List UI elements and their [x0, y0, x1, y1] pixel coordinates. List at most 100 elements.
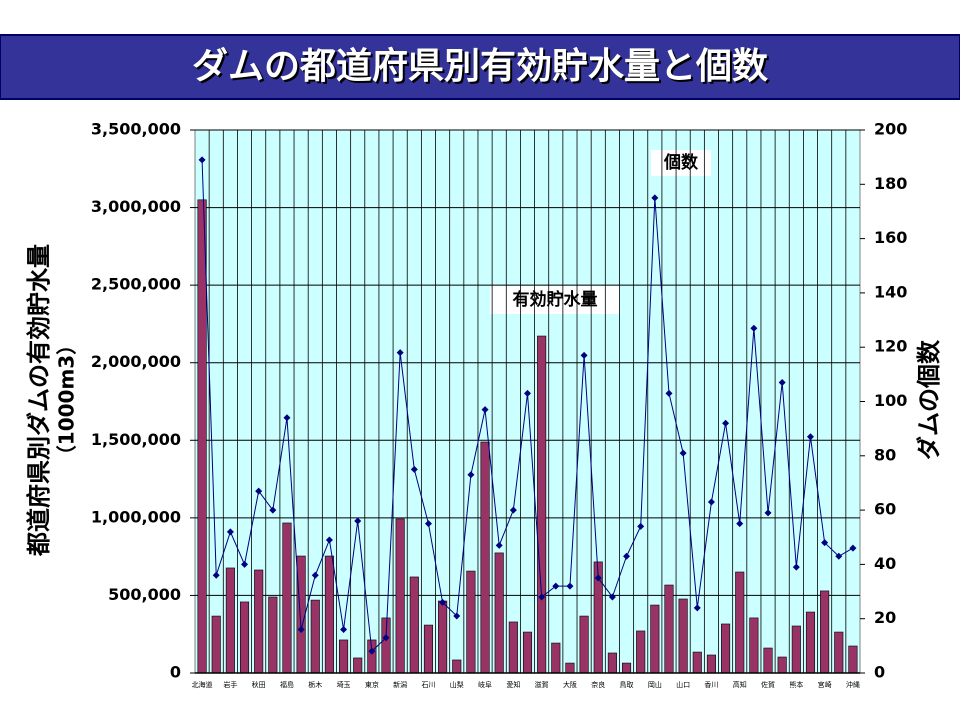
x-tick-label: 栃木: [308, 680, 322, 689]
marker: [806, 433, 814, 441]
bar: [834, 631, 844, 674]
marker: [778, 378, 786, 386]
marker: [311, 571, 319, 579]
x-tick-label: 北海道: [192, 680, 213, 689]
bar: [848, 645, 858, 674]
y-tick-label: 500,000: [108, 585, 181, 604]
y-tick-label: 2,500,000: [91, 275, 181, 294]
bar: [537, 335, 547, 674]
marker: [651, 194, 659, 202]
marker: [552, 582, 560, 590]
marker: [212, 571, 220, 579]
bar: [565, 662, 575, 674]
x-tick-label: 高知: [733, 680, 747, 689]
bar: [749, 617, 759, 674]
bar: [254, 569, 264, 674]
marker: [835, 552, 843, 560]
bar: [296, 555, 306, 674]
x-tick-label: 宮崎: [818, 680, 832, 689]
x-tick-label: 愛知: [506, 680, 520, 689]
marker: [679, 449, 687, 457]
chart-title: ダムの都道府県別有効貯水量と個数: [192, 45, 768, 87]
bar: [409, 576, 419, 674]
x-tick-label: 香川: [704, 680, 718, 689]
x-tick-label: 岩手: [223, 680, 237, 689]
marker: [467, 471, 475, 479]
marker: [495, 541, 503, 549]
bar: [706, 654, 716, 674]
marker: [736, 520, 744, 528]
y-label-line: （1000m3）: [55, 335, 79, 465]
bar: [339, 639, 349, 674]
marker: [354, 517, 362, 525]
bar: [480, 441, 490, 674]
marker: [481, 406, 489, 414]
bar: [508, 621, 518, 674]
marker: [623, 552, 631, 560]
x-tick-label: 新潟: [393, 680, 407, 689]
x-tick-label: 鳥取: [620, 680, 634, 689]
bar: [551, 642, 561, 674]
y-tick-label: 1,500,000: [91, 430, 181, 449]
bar: [721, 623, 731, 674]
marker: [340, 626, 348, 634]
x-tick-label: 東京: [365, 680, 379, 689]
marker: [849, 544, 857, 552]
bar: [522, 631, 533, 674]
marker: [453, 612, 461, 620]
marker: [297, 626, 305, 634]
marker: [594, 574, 602, 582]
y2-tick-label: 20: [874, 608, 896, 627]
bar: [310, 599, 320, 674]
marker: [269, 506, 277, 514]
chart-title-shadow: ダムの都道府県別有効貯水量と個数: [194, 47, 770, 89]
bar: [211, 615, 221, 674]
x-tick-label: 山梨: [450, 680, 464, 689]
annotation: 有効貯水量: [513, 289, 598, 310]
plot-area: [194, 129, 861, 674]
y2-tick-label: 100: [874, 391, 907, 410]
bar: [438, 600, 448, 674]
marker: [608, 593, 616, 601]
y2-tick-label: 80: [874, 445, 896, 464]
marker: [325, 536, 333, 544]
title-banner: [0, 34, 960, 100]
marker: [524, 389, 531, 397]
x-tick-label: 山口: [676, 680, 690, 689]
marker: [821, 539, 829, 547]
marker: [764, 509, 772, 517]
y2-tick-label: 180: [874, 174, 907, 193]
x-tick-label: 福島: [280, 680, 294, 689]
bar: [197, 199, 207, 674]
x-tick-label: 石川: [421, 681, 435, 689]
x-tick-label: 滋賀: [535, 680, 549, 689]
bar: [225, 567, 235, 674]
marker: [750, 324, 758, 332]
marker: [396, 349, 404, 357]
bar: [268, 596, 278, 674]
marker: [693, 604, 701, 612]
marker: [410, 465, 418, 473]
bar: [452, 659, 462, 674]
marker: [580, 351, 588, 359]
y2-tick-label: 120: [874, 337, 907, 356]
marker: [509, 506, 517, 514]
marker: [538, 593, 546, 601]
bar: [664, 584, 674, 674]
x-tick-label: 沖縄: [846, 680, 860, 689]
bar: [239, 601, 250, 674]
bar: [791, 625, 801, 674]
marker: [283, 414, 291, 422]
y2-tick-label: 160: [874, 228, 907, 247]
bar: [636, 630, 646, 674]
bar: [353, 657, 363, 674]
marker: [226, 528, 234, 536]
marker: [637, 522, 645, 530]
y-tick-label: 1,000,000: [91, 507, 181, 526]
bar: [621, 662, 632, 674]
bar: [395, 518, 405, 674]
y-tick-label: 3,000,000: [91, 197, 181, 216]
bar: [324, 555, 334, 674]
